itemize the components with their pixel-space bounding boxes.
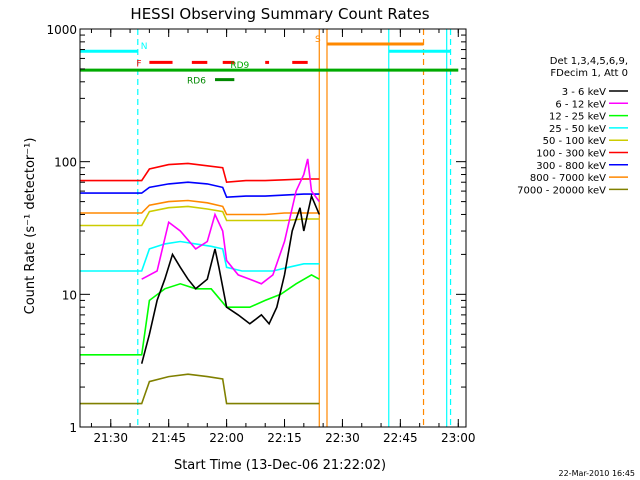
x-tick-label: 22:30 <box>325 431 360 445</box>
y-tick-label: 10 <box>62 288 77 302</box>
plot-frame <box>79 28 467 428</box>
y-tick-label: 1 <box>69 421 77 435</box>
legend-entry-label: 100 - 300 keV <box>536 149 606 160</box>
legend-header: Det 1,3,4,5,6,9, <box>550 56 628 67</box>
x-tick-label: 22:15 <box>267 431 302 445</box>
footer-date: 22-Mar-2010 16:45 <box>559 469 636 478</box>
legend: Det 1,3,4,5,6,9,FDecim 1, Att 0 3 - 6 keV… <box>517 56 628 196</box>
series-line <box>79 162 320 184</box>
x-tick-label: 21:30 <box>93 431 128 445</box>
flag-s-label: S <box>315 35 321 45</box>
x-tick-label: 22:00 <box>209 431 244 445</box>
legend-entry-label: 800 - 7000 keV <box>530 173 606 184</box>
legend-header: FDecim 1, Att 0 <box>550 68 628 79</box>
y-tick-label: 1000 <box>46 23 77 37</box>
legend-entry-label: 6 - 12 keV <box>555 99 606 110</box>
series-line <box>79 373 320 405</box>
plot-area: N S F RD9 RD6 <box>79 29 459 427</box>
legend-entry-label: 25 - 50 keV <box>549 124 606 135</box>
series-line <box>79 273 320 356</box>
flag-rd6-label: RD6 <box>187 77 206 87</box>
y-tick-label: 100 <box>54 156 77 170</box>
legend-entry-label: 12 - 25 keV <box>549 112 606 123</box>
legend-entry-label: 300 - 800 keV <box>536 161 606 172</box>
series-line <box>140 193 321 364</box>
chart-title: HESSI Observing Summary Count Rates <box>130 5 429 23</box>
series-line <box>79 199 320 216</box>
x-tick-label: 23:00 <box>441 431 476 445</box>
x-tick-label: 21:45 <box>151 431 186 445</box>
flag-rd9-label: RD9 <box>230 61 249 71</box>
x-tick-label: 22:45 <box>383 431 418 445</box>
y-axis-label: Count Rate (s⁻¹ detector⁻¹) <box>23 138 38 315</box>
flag-n-label: N <box>141 42 148 52</box>
legend-entry-label: 3 - 6 keV <box>562 87 606 98</box>
legend-entry-label: 7000 - 20000 keV <box>517 185 606 196</box>
flag-f-label: F <box>136 59 141 69</box>
series-line <box>141 158 320 285</box>
legend-entry-label: 50 - 100 keV <box>543 136 607 147</box>
series-line <box>79 181 320 199</box>
axes: 21:30 21:45 22:00 22:15 22:30 22:45 23:00 1 10 10… <box>46 23 475 445</box>
series-line <box>79 205 320 227</box>
x-axis-label: Start Time (13-Dec-06 21:22:02) <box>174 458 386 473</box>
series-line <box>79 240 320 272</box>
